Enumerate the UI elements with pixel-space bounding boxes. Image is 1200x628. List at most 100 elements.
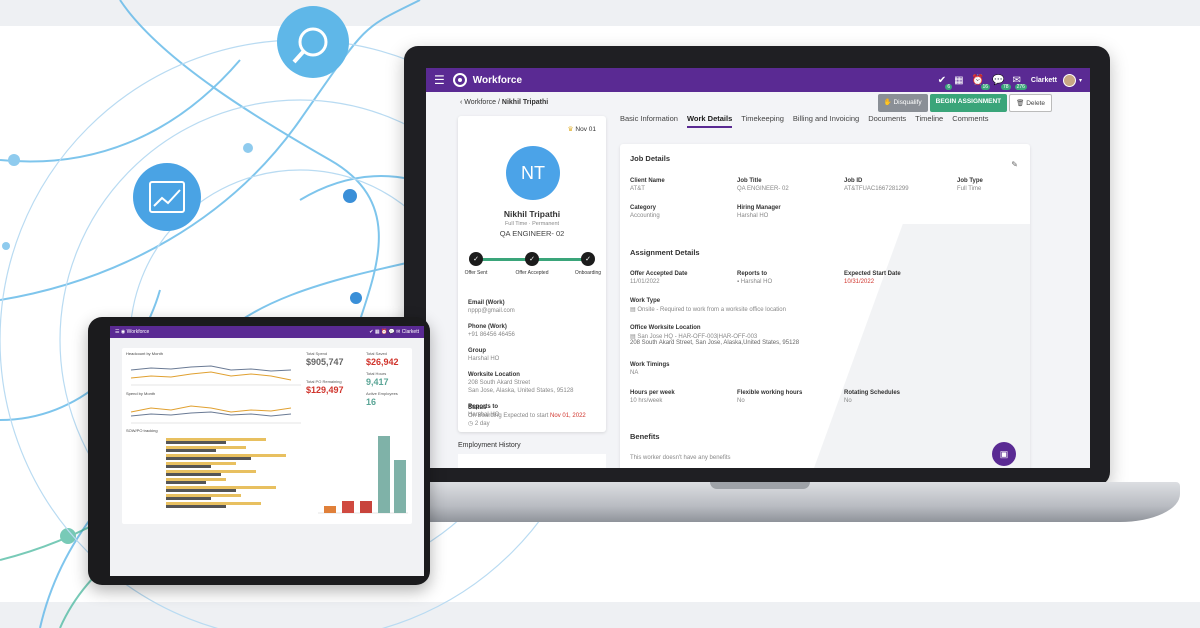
hours-value: 10 hrs/week — [630, 398, 663, 404]
app-topbar: ☰ Workforce ✔ 6 ▦ ⏰ 16 💬 78 ✉ 276 Clarkett ▾ — [426, 68, 1090, 92]
location-line2: San Jose, Alaska, United States, 95128 — [468, 387, 574, 394]
headcount-line-chart — [130, 365, 301, 386]
app-title: Workforce — [472, 74, 523, 86]
tab-timekeeping[interactable]: Timekeeping — [741, 114, 784, 123]
tab-basic-information[interactable]: Basic Information — [620, 114, 678, 123]
job-type-field: Job Type Full Time — [957, 178, 983, 192]
step-label: Offer Sent — [464, 270, 488, 276]
total-po-label: Total PO Remaining — [306, 379, 342, 384]
profile-card: ♛ Nov 01 NT Nikhil Tripathi Full Time · P… — [458, 116, 606, 432]
phone-field: Phone (Work) +91 86456 46456 — [468, 324, 515, 340]
total-saved-kpi: Total Saved $26,942 — [366, 351, 399, 367]
building-icon: ▤ — [630, 334, 638, 340]
status-sub: 2 day — [474, 420, 490, 427]
email-value[interactable]: nppp@gmail.com — [468, 308, 515, 314]
job-details-heading: Job Details — [630, 154, 671, 163]
disqualify-button[interactable]: ✋ Disqualify — [877, 94, 928, 112]
chat-bubble-icon[interactable]: ▣ — [992, 442, 1016, 466]
assignment-details-heading: Assignment Details — [630, 248, 700, 257]
job-id-field: Job ID AT&TFUAC1667281299 — [844, 178, 909, 192]
tablet-user-name[interactable]: Clarkett — [401, 329, 419, 335]
hiring-manager-value: Harshal HO — [737, 213, 769, 219]
work-timings-field: Work Timings NA — [630, 362, 669, 376]
work-type-value: ▤ Onsite - Required to work from a works… — [630, 306, 786, 313]
disqualify-label: Disqualify — [893, 99, 922, 106]
tab-documents[interactable]: Documents — [868, 114, 907, 123]
total-po-value: $129,497 — [306, 385, 344, 395]
hamburger-menu-icon[interactable]: ☰ — [434, 73, 445, 87]
active-employees-value: 16 — [366, 397, 377, 407]
decorative-stripe — [757, 224, 1030, 468]
crown-icon: ♛ — [567, 126, 574, 133]
tablet-notification-icons[interactable]: ✔ ▦ ⏰ 💬 ✉ — [369, 329, 402, 335]
client-name-field: Client Name AT&T — [630, 178, 665, 192]
employment-history-heading[interactable]: Employment History — [458, 442, 521, 449]
check-icon: ✓ — [581, 252, 595, 266]
total-saved-value: $26,942 — [366, 357, 399, 367]
status-value: On Boarding Expected to start Nov 01, 20… — [468, 413, 586, 429]
profile-date: ♛ Nov 01 — [568, 125, 596, 133]
job-type-value: Full Time — [957, 186, 982, 192]
status-date: Nov 01, 2022 — [550, 413, 586, 419]
breadcrumb-parent[interactable]: Workforce — [464, 99, 497, 106]
work-timings-label: Work Timings — [630, 362, 670, 368]
tasks-icon[interactable]: ✔ 6 — [937, 74, 953, 90]
hiring-manager-label: Hiring Manager — [737, 205, 781, 211]
office-location-field: Office Worksite Location ▤ San Jose HQ - … — [630, 325, 799, 346]
tab-billing-invoicing[interactable]: Billing and Invoicing — [792, 114, 860, 123]
app-logo — [452, 73, 467, 87]
begin-assignment-button[interactable]: BEGIN ASSIGNMENT — [929, 94, 1008, 112]
worker-name: Nikhil Tripathi — [503, 209, 561, 219]
job-type-label: Job Type — [957, 178, 983, 184]
edit-pencil-icon[interactable]: ✎ — [1011, 160, 1018, 169]
office-location-label: Office Worksite Location — [630, 325, 701, 331]
tab-timeline[interactable]: Timeline — [915, 114, 944, 123]
tab-work-details[interactable]: Work Details — [686, 114, 733, 128]
flex-label: Flexible working hours — [737, 390, 803, 396]
category-field: Category Accounting — [630, 205, 660, 219]
total-hours-value: 9,417 — [366, 377, 389, 387]
office-line1: San Jose HQ - HAR-OFF-003|HAR-OFF-003 — [637, 334, 758, 340]
job-title-value: QA ENGINEER- 02 — [737, 186, 789, 192]
tasks-badge: 6 — [945, 83, 953, 90]
step-label: Onboarding — [574, 270, 602, 276]
mail-badge: 276 — [1014, 83, 1027, 90]
clock-icon: ◷ — [468, 420, 475, 427]
email-label: Email (Work) — [468, 300, 505, 306]
user-avatar[interactable] — [1062, 73, 1076, 87]
sow-chart-title: SOW/PO tracking — [126, 428, 158, 433]
tablet-app-title: Workforce — [126, 329, 150, 335]
phone-label: Phone (Work) — [468, 324, 507, 330]
calendar-icon[interactable]: ▦ — [954, 74, 964, 86]
check-icon: ✓ — [469, 252, 483, 266]
total-spend-kpi: Total Spend $905,747 — [306, 351, 344, 367]
status-field: Status On Boarding Expected to start Nov… — [468, 405, 586, 429]
tablet-menu-icon[interactable]: ☰ — [115, 329, 121, 335]
category-value: Accounting — [630, 213, 660, 219]
delete-button[interactable]: 🗑 Delete — [1009, 94, 1052, 112]
offer-accepted-label: Offer Accepted Date — [630, 271, 688, 277]
analytics-icon-circle — [277, 6, 349, 78]
delete-label: Delete — [1026, 100, 1045, 107]
user-name[interactable]: Clarkett — [1030, 76, 1057, 84]
person-icon: ▪ — [737, 279, 741, 285]
job-id-value: AT&TFUAC1667281299 — [844, 186, 909, 192]
chat-icon[interactable]: 💬 78 — [992, 74, 1011, 90]
flex-value: No — [737, 398, 745, 404]
back-chevron-icon[interactable]: ‹ — [460, 99, 465, 106]
mail-icon[interactable]: ✉ 276 — [1012, 74, 1027, 90]
assignment-reports-text: Harshal HO — [740, 279, 773, 285]
step-label: Offer Accepted — [515, 270, 549, 276]
rotating-schedules-field: Rotating Schedules No — [844, 390, 900, 404]
alarm-icon[interactable]: ⏰ 16 — [971, 74, 991, 90]
chevron-down-icon[interactable]: ▾ — [1078, 77, 1082, 84]
check-icon: ✓ — [525, 252, 539, 266]
trash-icon: 🗑 — [1016, 100, 1027, 107]
total-spend-label: Total Spend — [306, 351, 328, 356]
client-name-value: AT&T — [630, 186, 645, 192]
office-line2: 208 South Akard Street, San Jose, Alaska… — [630, 340, 800, 346]
spend-line-chart — [130, 405, 301, 424]
tab-comments[interactable]: Comments — [952, 114, 989, 123]
rotating-value: No — [844, 398, 852, 404]
tabs: Basic Information Work Details Timekeepi… — [620, 114, 989, 128]
